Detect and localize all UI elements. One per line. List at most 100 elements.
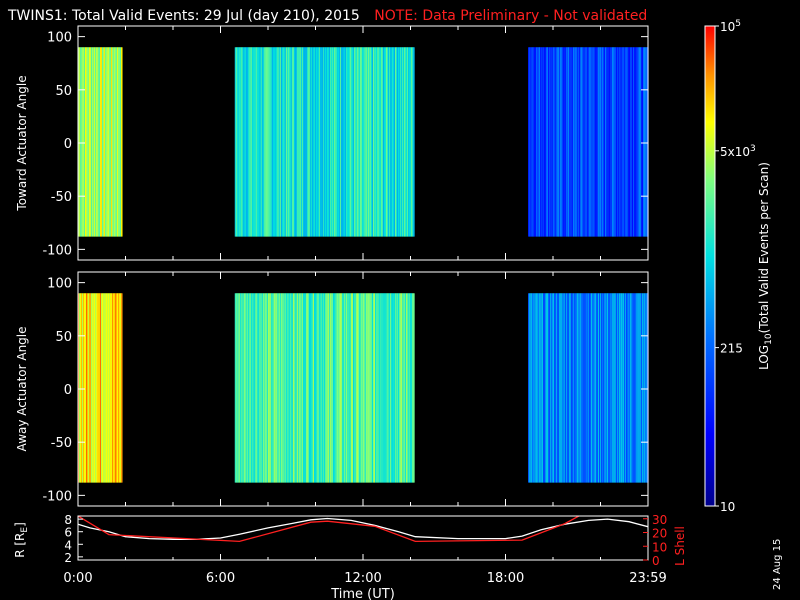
heatmap-cell bbox=[284, 47, 287, 237]
heatmap-cell bbox=[620, 293, 622, 483]
heatmap-cell bbox=[567, 293, 569, 483]
heatmap-cell bbox=[557, 293, 559, 483]
heatmap-cell bbox=[571, 47, 573, 237]
heatmap-cell bbox=[544, 293, 546, 483]
heatmap-cell bbox=[271, 293, 274, 483]
heatmap-cell bbox=[555, 47, 557, 237]
heatmap-cell bbox=[268, 293, 271, 483]
chart-title-note: NOTE: Data Preliminary - Not validated bbox=[374, 8, 648, 24]
heatmap-cell bbox=[398, 47, 400, 237]
heatmap-cell bbox=[613, 47, 615, 237]
heatmap-cell bbox=[329, 293, 332, 483]
heatmap-cell bbox=[81, 293, 84, 483]
heatmap-cell bbox=[265, 293, 268, 483]
heatmap-panel-toward: 100 50 0 -50 -100 Toward Actuator Angle bbox=[15, 25, 649, 261]
heatmap-cell bbox=[393, 47, 395, 237]
heatmap-cell bbox=[629, 47, 631, 237]
heatmap-cell bbox=[93, 293, 96, 483]
heatmap-cell bbox=[395, 47, 397, 237]
heatmap-cell bbox=[377, 47, 380, 237]
heatmap-cell bbox=[269, 293, 272, 483]
heatmap-cell bbox=[109, 293, 112, 483]
heatmap-cell bbox=[384, 47, 386, 237]
heatmap-cell bbox=[263, 293, 266, 483]
heatmap-cell bbox=[266, 293, 269, 483]
heatmap-cell bbox=[78, 47, 81, 237]
heatmap-cell bbox=[261, 293, 264, 483]
heatmap-cell bbox=[560, 293, 562, 483]
heatmap-cell bbox=[593, 293, 595, 483]
heatmap-cell bbox=[356, 47, 359, 237]
heatmap-cell bbox=[337, 293, 340, 483]
heatmap-cell bbox=[243, 293, 246, 483]
heatmap-cell bbox=[267, 47, 270, 237]
heatmap-cell bbox=[578, 47, 580, 237]
heatmap-cell bbox=[292, 47, 295, 237]
heatmap-cell bbox=[289, 293, 292, 483]
heatmap-cell bbox=[529, 47, 531, 237]
heatmap-cell bbox=[610, 293, 612, 483]
heatmap-cell bbox=[265, 47, 268, 237]
right-tick-label: 0 bbox=[652, 554, 660, 568]
heatmap-cell bbox=[78, 293, 80, 483]
heatmap-cell bbox=[367, 47, 370, 237]
heatmap-cell bbox=[264, 293, 267, 483]
heatmap-cell bbox=[569, 293, 571, 483]
heatmap-cell bbox=[315, 47, 318, 237]
heatmap-cell bbox=[348, 47, 351, 237]
heatmap-cell bbox=[576, 293, 578, 483]
heatmap-cell bbox=[403, 293, 405, 483]
heatmap-cell bbox=[548, 293, 550, 483]
heatmap-cell bbox=[242, 47, 245, 237]
heatmap-cell bbox=[550, 47, 552, 237]
heatmap-cell bbox=[262, 47, 265, 237]
heatmap-cell bbox=[313, 47, 316, 237]
heatmap-cell bbox=[324, 47, 327, 237]
heatmap-cell bbox=[404, 293, 406, 483]
heatmap-cell bbox=[112, 293, 115, 483]
heatmap-cell bbox=[97, 293, 100, 483]
heatmap-cell bbox=[88, 47, 91, 237]
heatmap-cell bbox=[248, 293, 251, 483]
heatmap-cell bbox=[600, 47, 602, 237]
heatmap-cell bbox=[618, 293, 620, 483]
chart-title: TWINS1: Total Valid Events: 29 Jul (day … bbox=[8, 8, 647, 24]
heatmap-cell bbox=[276, 293, 279, 483]
heatmap-cell bbox=[295, 47, 298, 237]
y-tick-label: -50 bbox=[51, 190, 72, 205]
heatmap-cell bbox=[557, 47, 559, 237]
heatmap-cell bbox=[333, 47, 336, 237]
heatmap-cell bbox=[298, 47, 301, 237]
heatmap-cell bbox=[362, 47, 365, 237]
heatmap-cell bbox=[375, 47, 378, 237]
heatmap-cell bbox=[266, 47, 269, 237]
heatmap-cell bbox=[246, 293, 249, 483]
heatmap-cell bbox=[115, 293, 118, 483]
y-tick-label: -100 bbox=[42, 243, 72, 258]
heatmap-cell bbox=[562, 293, 564, 483]
heatmap-cell bbox=[646, 293, 648, 483]
heatmap-cell bbox=[622, 293, 624, 483]
heatmap-cell bbox=[359, 293, 362, 483]
heatmap-cell bbox=[107, 47, 110, 237]
heatmap-cell bbox=[109, 47, 112, 237]
heatmap-cell bbox=[365, 293, 368, 483]
heatmap-cell bbox=[78, 47, 80, 237]
heatmap-cell bbox=[99, 47, 102, 237]
heatmap-cell bbox=[634, 47, 636, 237]
heatmap-cell bbox=[540, 47, 542, 237]
heatmap-cell bbox=[332, 47, 335, 237]
heatmap-cell bbox=[607, 47, 609, 237]
heatmap-cell bbox=[372, 293, 375, 483]
heatmap-cell bbox=[91, 47, 94, 237]
heatmap-cell bbox=[329, 47, 332, 237]
heatmap-cell bbox=[274, 293, 277, 483]
heatmap-cell bbox=[536, 47, 538, 237]
heatmap-cell bbox=[390, 47, 392, 237]
heatmap-cell bbox=[581, 293, 583, 483]
heatmap-cell bbox=[599, 47, 601, 237]
heatmap-cell bbox=[119, 47, 122, 237]
heatmap-cell bbox=[551, 47, 553, 237]
heatmap-cell bbox=[234, 47, 237, 237]
heatmap-cell bbox=[389, 293, 391, 483]
